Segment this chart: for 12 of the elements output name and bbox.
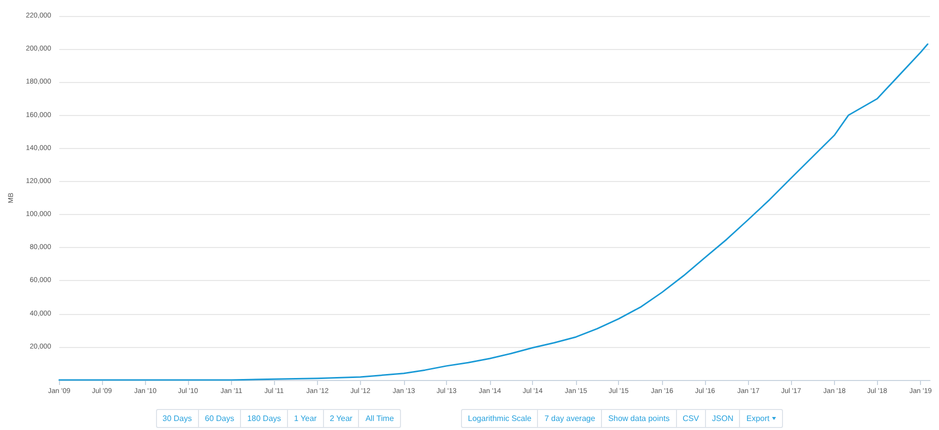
text: All Time: [358, 410, 400, 427]
text: 30 Days: [162, 413, 193, 425]
text: 60 Days: [198, 410, 240, 427]
text: 180 Days: [240, 410, 288, 427]
text: 1 Year: [287, 410, 323, 427]
text: 7 day average: [537, 410, 602, 427]
text: CSV: [676, 410, 706, 427]
text: JSON: [705, 410, 740, 427]
text: 2 Year: [322, 410, 358, 427]
text: Logarithmic Scale: [466, 413, 532, 425]
text: Show data points: [601, 410, 676, 427]
text: Export: [739, 410, 782, 427]
